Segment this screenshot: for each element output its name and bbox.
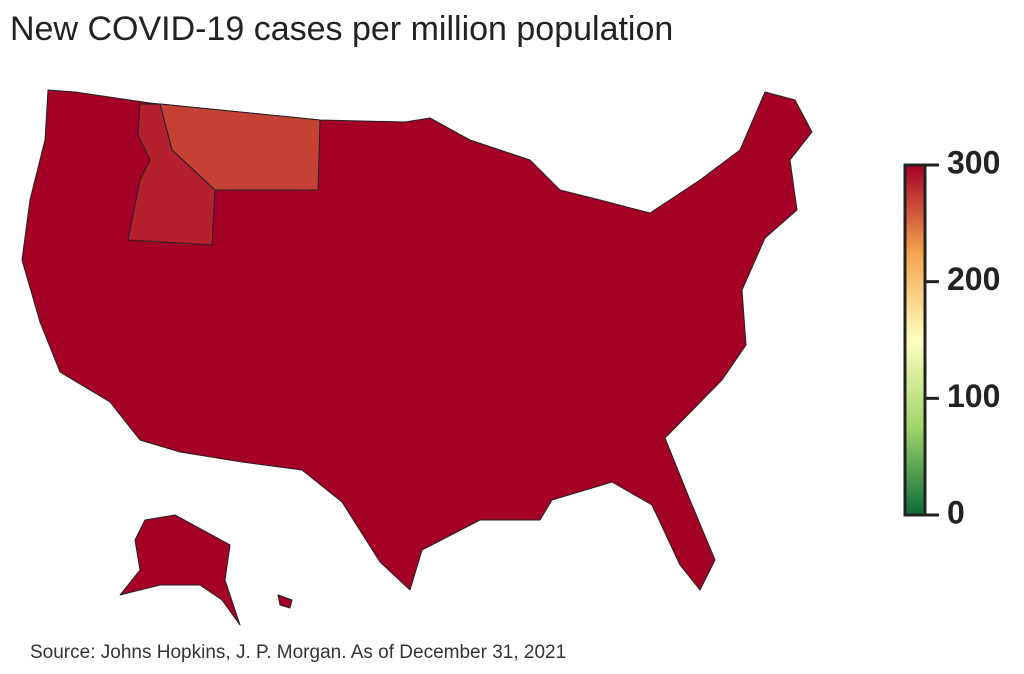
color-bar-tick-label: 300 [947,144,1000,180]
region [21,89,813,591]
region [277,594,293,609]
map [21,89,813,626]
color-bar-tick-label: 100 [947,378,1000,414]
color-bar-fill [903,163,927,517]
region [119,514,241,626]
color-bar-tick-label: 200 [947,261,1000,297]
color-bar-tick-label: 0 [947,494,965,530]
source-note: Source: Johns Hopkins, J. P. Morgan. As … [30,642,566,663]
color-bar: 0 100 200 300 [903,144,1000,530]
region [127,103,216,246]
chart-title: New COVID-19 cases per million populatio… [10,10,673,48]
